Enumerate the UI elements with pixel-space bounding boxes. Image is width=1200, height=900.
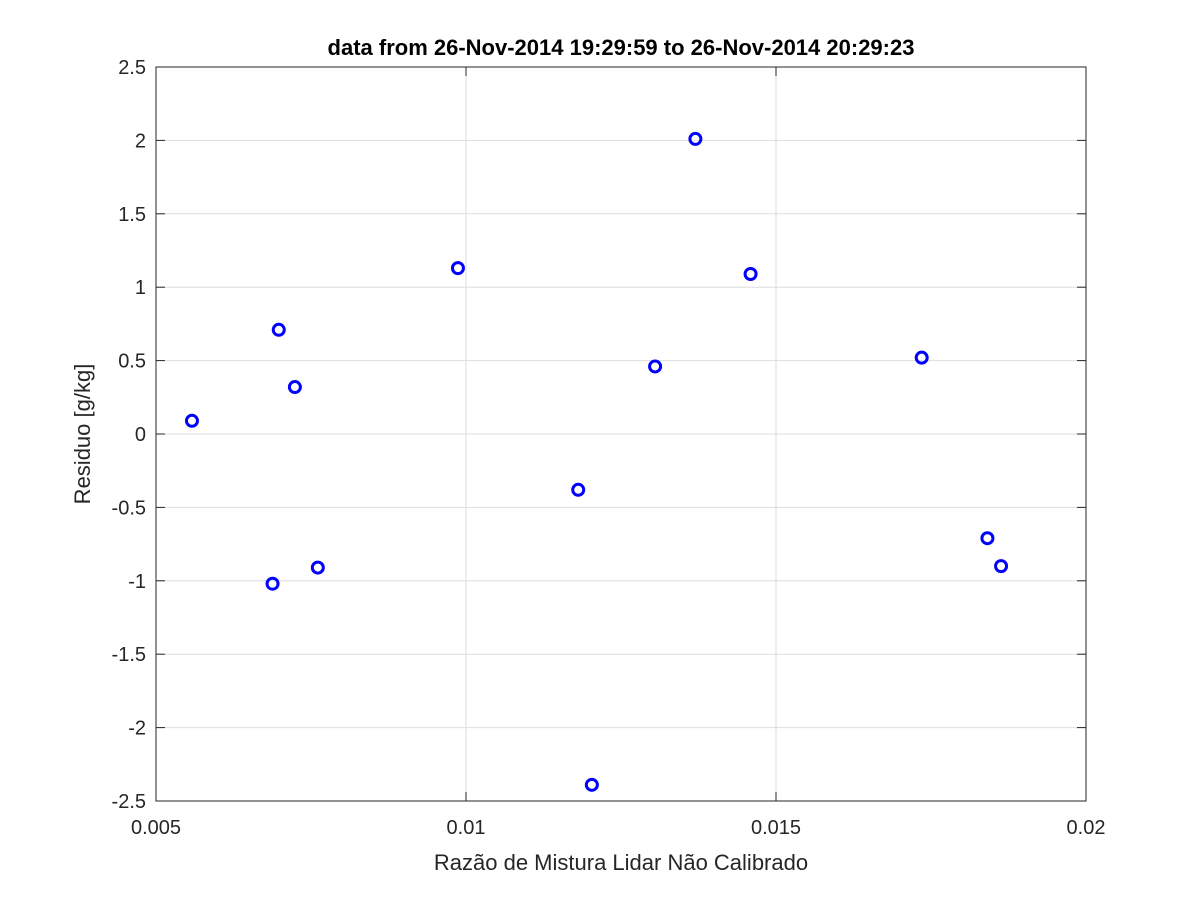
y-tick-label: 1 <box>135 277 146 299</box>
y-tick-label: -0.5 <box>112 497 146 519</box>
tick-marks <box>155 66 1087 802</box>
y-tick-label: 1.5 <box>118 204 146 226</box>
y-tick-label: 0 <box>135 424 146 446</box>
data-point <box>648 359 663 374</box>
data-point <box>914 350 929 365</box>
x-axis-label: Razão de Mistura Lidar Não Calibrado <box>434 850 808 875</box>
y-tick-label: -1 <box>128 571 146 593</box>
data-point <box>994 559 1009 574</box>
data-point <box>571 482 586 497</box>
y-axis-label: Residuo [g/kg] <box>70 364 95 505</box>
x-tick-label: 0.02 <box>1067 817 1106 839</box>
y-tick-label: 0.5 <box>118 351 146 373</box>
data-point <box>688 131 703 146</box>
data-point <box>980 531 995 546</box>
y-tick-label: 2 <box>135 130 146 152</box>
x-tick-label: 0.01 <box>447 817 486 839</box>
data-point <box>743 266 758 281</box>
y-tick-labels: -2.5 -2 -1.5 -1 -0.5 0 0.5 1 1.5 2 2.5 <box>112 57 146 813</box>
data-point <box>450 261 465 276</box>
y-tick-label: -2.5 <box>112 791 146 813</box>
y-tick-label: 2.5 <box>118 57 146 79</box>
data-point <box>287 380 302 395</box>
data-point <box>184 413 199 428</box>
y-tick-label: -2 <box>128 718 146 740</box>
x-tick-label: 0.005 <box>131 817 181 839</box>
x-tick-labels: 0.005 0.01 0.015 0.02 <box>131 817 1106 839</box>
chart-title: data from 26-Nov-2014 19:29:59 to 26-Nov… <box>328 35 915 60</box>
data-point <box>310 560 325 575</box>
y-tick-label: -1.5 <box>112 644 146 666</box>
x-tick-label: 0.015 <box>751 817 801 839</box>
data-point <box>271 322 286 337</box>
data-point <box>584 777 599 792</box>
data-point <box>265 576 280 591</box>
data-points <box>184 131 1009 792</box>
